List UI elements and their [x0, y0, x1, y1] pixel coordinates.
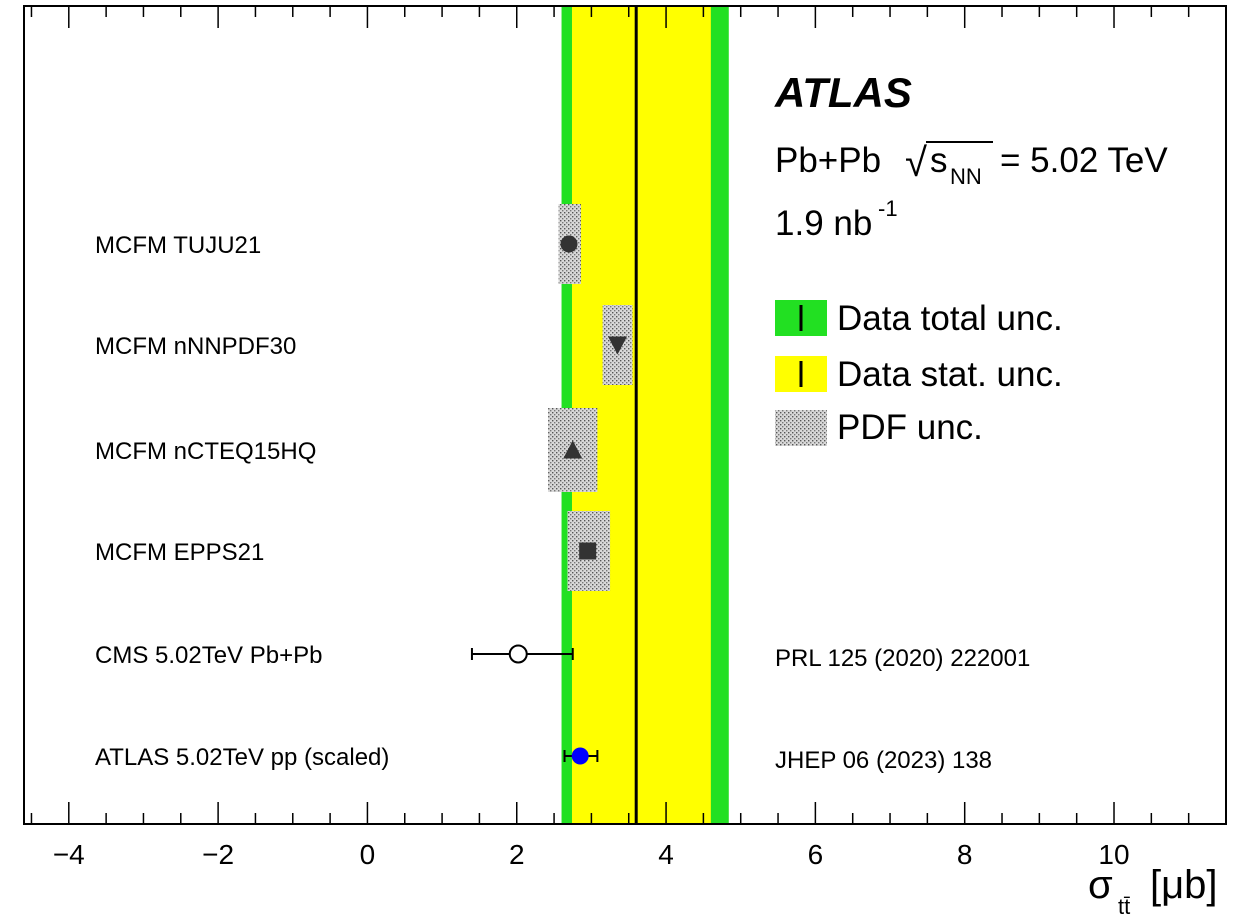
legend-label-pdf: PDF unc. [837, 408, 983, 447]
row-label: MCFM nNNPDF30 [95, 333, 296, 360]
collision-info: Pb+Pb √ s NN = 5.02 TeV 1.9 nb -1 [775, 141, 1168, 243]
x-axis-unit: [μb] [1150, 863, 1218, 907]
x-tick-label: 2 [509, 839, 525, 870]
marker-open-circle [508, 644, 528, 664]
x-axis-sigma: σ [1088, 863, 1113, 907]
marker-circle [560, 235, 578, 253]
reference-atlas-pp: JHEP 06 (2023) 138 [775, 747, 992, 774]
legend-label-stat: Data stat. unc. [837, 355, 1063, 394]
collision-label: Pb+Pb [775, 141, 881, 180]
s-symbol: s [930, 141, 948, 180]
legend-swatch-pdf [775, 410, 827, 446]
row-label: MCFM nCTEQ15HQ [95, 438, 316, 465]
x-tick-label: 6 [808, 839, 824, 870]
row-labels: MCFM TUJU21 MCFM nNNPDF30 MCFM nCTEQ15HQ MC… [95, 232, 389, 771]
x-tick-label: 8 [957, 839, 973, 870]
row-label: CMS 5.02TeV Pb+Pb [95, 642, 322, 669]
luminosity-exponent: -1 [878, 196, 898, 221]
row-label: ATLAS 5.02TeV pp (scaled) [95, 744, 389, 771]
x-axis-label: σ tt̄ [μb] [1088, 863, 1218, 919]
luminosity-label: 1.9 nb [775, 204, 872, 243]
marker-blue-circle [571, 747, 589, 765]
chart-title: ATLAS [774, 69, 912, 116]
x-tick-label: −2 [202, 839, 234, 870]
nn-subscript: NN [950, 164, 982, 189]
legend: Data total unc. Data stat. unc. PDF unc. [775, 299, 1063, 447]
x-axis-subscript: tt̄ [1118, 894, 1130, 919]
row-label: MCFM EPPS21 [95, 539, 264, 566]
x-tick-label: 4 [658, 839, 674, 870]
sqrt-symbol: √ [905, 141, 927, 185]
marker-triangle-up [563, 440, 583, 459]
data-bands [561, 6, 729, 824]
row-label: MCFM TUJU21 [95, 232, 261, 259]
energy-label: = 5.02 TeV [1000, 141, 1168, 180]
x-tick-label: 10 [1098, 839, 1129, 870]
marker-triangle-down [608, 336, 628, 355]
x-tick-label: 0 [360, 839, 376, 870]
frame-border [23, 5, 1227, 825]
legend-label-total: Data total unc. [837, 299, 1063, 338]
data-marks [470, 204, 633, 765]
x-tick-label: −4 [53, 839, 85, 870]
tick-labels: −4 −2 0 2 4 6 8 10 [53, 839, 1130, 870]
plot-frame [23, 5, 1227, 825]
marker-square [579, 542, 597, 560]
reference-cms: PRL 125 (2020) 222001 [775, 645, 1030, 672]
